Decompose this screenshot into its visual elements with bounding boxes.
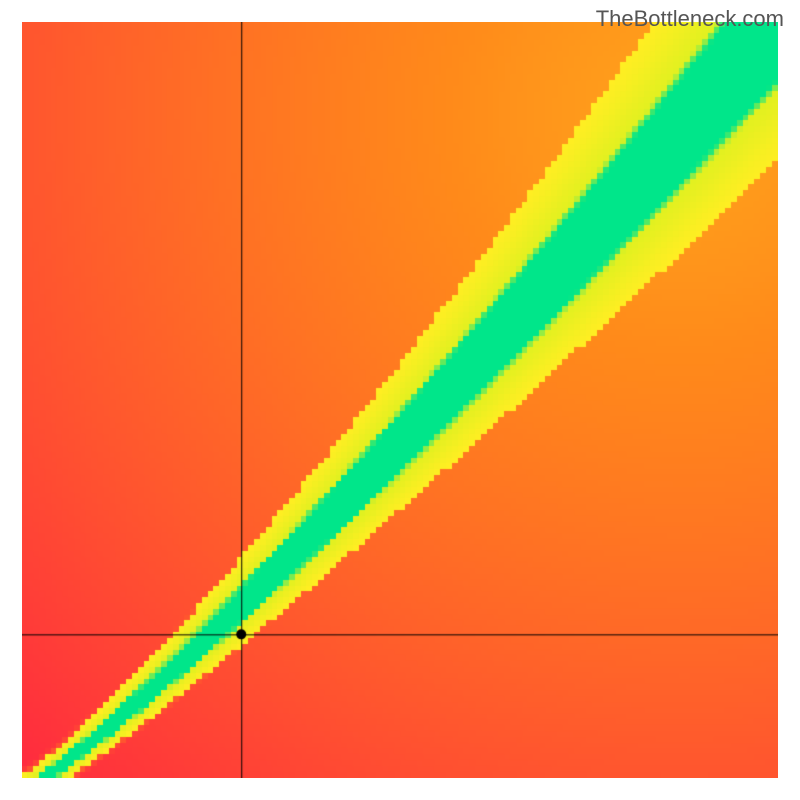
chart-frame <box>22 22 778 778</box>
chart-container: TheBottleneck.com <box>0 0 800 800</box>
watermark-text: TheBottleneck.com <box>596 6 784 32</box>
heatmap-canvas <box>22 22 778 778</box>
